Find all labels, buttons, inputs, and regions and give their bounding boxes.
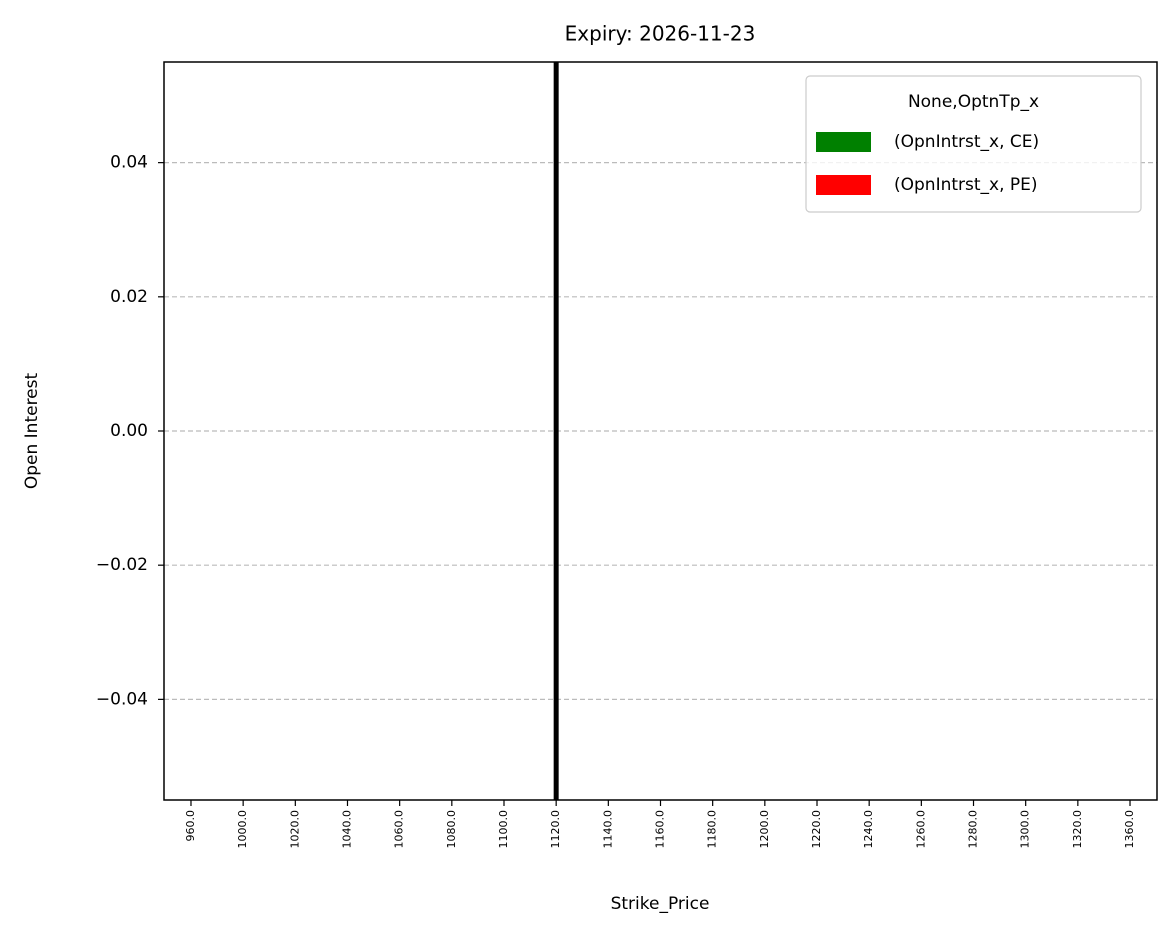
x-tick-label: 1080.0 xyxy=(445,810,458,849)
x-tick-label: 1240.0 xyxy=(862,810,875,849)
x-tick-label: 1000.0 xyxy=(236,810,249,849)
x-tick-label: 1060.0 xyxy=(393,810,406,849)
plot-frame xyxy=(163,61,1158,801)
x-tick-label: 1220.0 xyxy=(810,810,823,849)
y-tick-label: −0.02 xyxy=(96,555,148,575)
y-tick-label: 0.00 xyxy=(110,421,148,441)
x-axis-label: Strike_Price xyxy=(611,894,710,914)
x-tick-label: 1180.0 xyxy=(706,810,719,849)
x-tick-label: 1320.0 xyxy=(1071,810,1084,849)
legend-label: (OpnIntrst_x, CE) xyxy=(894,132,1039,152)
legend-swatch xyxy=(816,132,871,152)
x-tick-label: 1040.0 xyxy=(340,810,353,849)
y-axis-label: Open Interest xyxy=(22,373,42,490)
legend-box xyxy=(805,75,1142,213)
x-tick-label: 1020.0 xyxy=(288,810,301,849)
x-tick-label: 1260.0 xyxy=(914,810,927,849)
x-tick-label: 960.0 xyxy=(184,810,197,842)
legend-label: (OpnIntrst_x, PE) xyxy=(894,175,1038,195)
x-tick-label: 1300.0 xyxy=(1019,810,1032,849)
chart-title: Expiry: 2026-11-23 xyxy=(565,22,756,46)
y-tick-label: 0.02 xyxy=(110,287,148,307)
x-tick-label: 1160.0 xyxy=(654,810,667,849)
x-tick-label: 1200.0 xyxy=(758,810,771,849)
legend-title: None,OptnTp_x xyxy=(908,92,1039,112)
x-tick-label: 1280.0 xyxy=(967,810,980,849)
x-tick-label: 1140.0 xyxy=(601,810,614,849)
x-tick-label: 1100.0 xyxy=(497,810,510,849)
y-tick-label: 0.04 xyxy=(110,153,148,173)
x-tick-label: 1360.0 xyxy=(1123,810,1136,849)
y-tick-label: −0.04 xyxy=(96,689,148,709)
x-tick-label: 1120.0 xyxy=(549,810,562,849)
legend-swatch xyxy=(816,175,871,195)
